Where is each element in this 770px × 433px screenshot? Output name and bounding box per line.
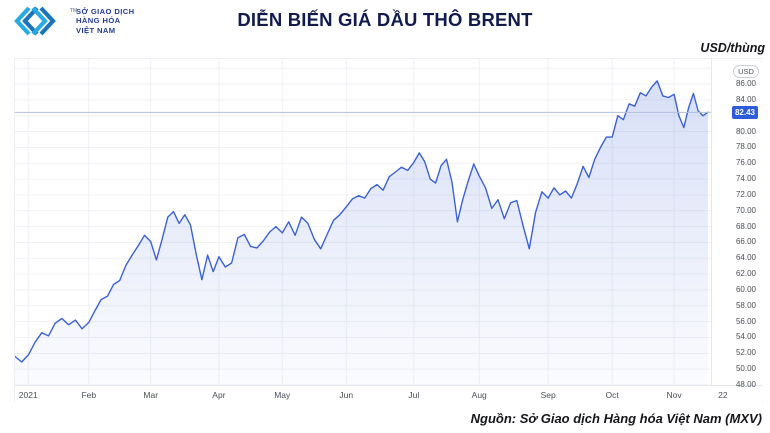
mxv-logo-mark: TM xyxy=(12,4,77,38)
mxv-logo: TM SỞ GIAO DỊCH HÀNG HÓA VIỆT NAM xyxy=(12,4,135,38)
chart-plot-area[interactable] xyxy=(15,59,711,385)
y-axis-tick-label: 60.00 xyxy=(735,284,756,294)
y-axis-tick-label: 70.00 xyxy=(735,205,756,215)
x-axis-tick-label: Nov xyxy=(666,390,682,400)
price-chart-widget[interactable]: USD 82.43 86.0084.0082.0080.0078.0076.00… xyxy=(14,58,764,402)
x-axis-tick-label: 22 xyxy=(718,390,728,400)
y-axis-tick-label: 72.00 xyxy=(735,189,756,199)
x-axis-tick-label: Apr xyxy=(212,390,226,400)
y-axis-tick-label: 52.00 xyxy=(735,348,756,358)
x-axis-tick-label: Sep xyxy=(540,390,556,400)
x-axis-tick-label: Mar xyxy=(143,390,159,400)
y-axis-tick-label: 80.00 xyxy=(735,126,756,136)
price-area-chart xyxy=(15,59,711,385)
y-axis-tick-label: 62.00 xyxy=(735,269,756,279)
logo-line-2: HÀNG HÓA xyxy=(76,16,121,26)
mxv-chevrons-icon xyxy=(14,6,56,36)
y-axis-tick-label: 58.00 xyxy=(735,300,756,310)
x-axis-tick-label: Jul xyxy=(408,390,420,400)
y-axis-tick-label: 74.00 xyxy=(735,174,756,184)
x-axis-tick-label: Aug xyxy=(471,390,487,400)
y-axis-tick-label: 78.00 xyxy=(735,142,756,152)
source-caption: Nguồn: Sở Giao dịch Hàng hóa Việt Nam (M… xyxy=(470,411,762,426)
y-axis-tick-label: 48.00 xyxy=(735,380,756,389)
last-price-badge: 82.43 xyxy=(732,105,758,119)
trademark-symbol: TM xyxy=(70,8,78,14)
y-axis-tick-label: 50.00 xyxy=(735,364,756,374)
area-fill xyxy=(15,80,708,385)
price-scale[interactable]: USD 82.43 86.0084.0082.0080.0078.0076.00… xyxy=(711,59,764,401)
logo-line-3: VIỆT NAM xyxy=(76,25,116,35)
y-axis-tick-label: 66.00 xyxy=(735,237,756,247)
chart-title: DIỄN BIẾN GIÁ DẦU THÔ BRENT xyxy=(237,9,533,30)
x-axis-tick-label: Oct xyxy=(605,390,619,400)
mxv-logo-text: SỞ GIAO DỊCH HÀNG HÓA VIỆT NAM xyxy=(76,7,135,35)
x-axis-tick-label: Jun xyxy=(339,390,354,400)
y-axis-tick-label: 54.00 xyxy=(735,332,756,342)
y-axis-tick-label: 64.00 xyxy=(735,253,756,263)
x-axis-tick-label: 2021 xyxy=(18,390,38,400)
y-axis-tick-label: 76.00 xyxy=(735,158,756,168)
y-axis-tick-label: 84.00 xyxy=(735,94,756,104)
currency-unit-badge: USD xyxy=(733,65,759,78)
x-axis-tick-label: Feb xyxy=(81,390,97,400)
y-axis-tick-label: 56.00 xyxy=(735,316,756,326)
y-axis-tick-label: 86.00 xyxy=(735,79,756,89)
logo-line-1: SỞ GIAO DỊCH xyxy=(76,6,135,16)
y-axis-tick-label: 68.00 xyxy=(735,221,756,231)
price-line-series xyxy=(15,80,709,363)
unit-label: USD/thùng xyxy=(700,41,765,55)
x-axis-tick-label: May xyxy=(274,390,291,400)
time-scale[interactable]: 2021 Feb Mar Apr May Jun Jul Aug Sep Oct Nov 22 xyxy=(15,385,762,402)
